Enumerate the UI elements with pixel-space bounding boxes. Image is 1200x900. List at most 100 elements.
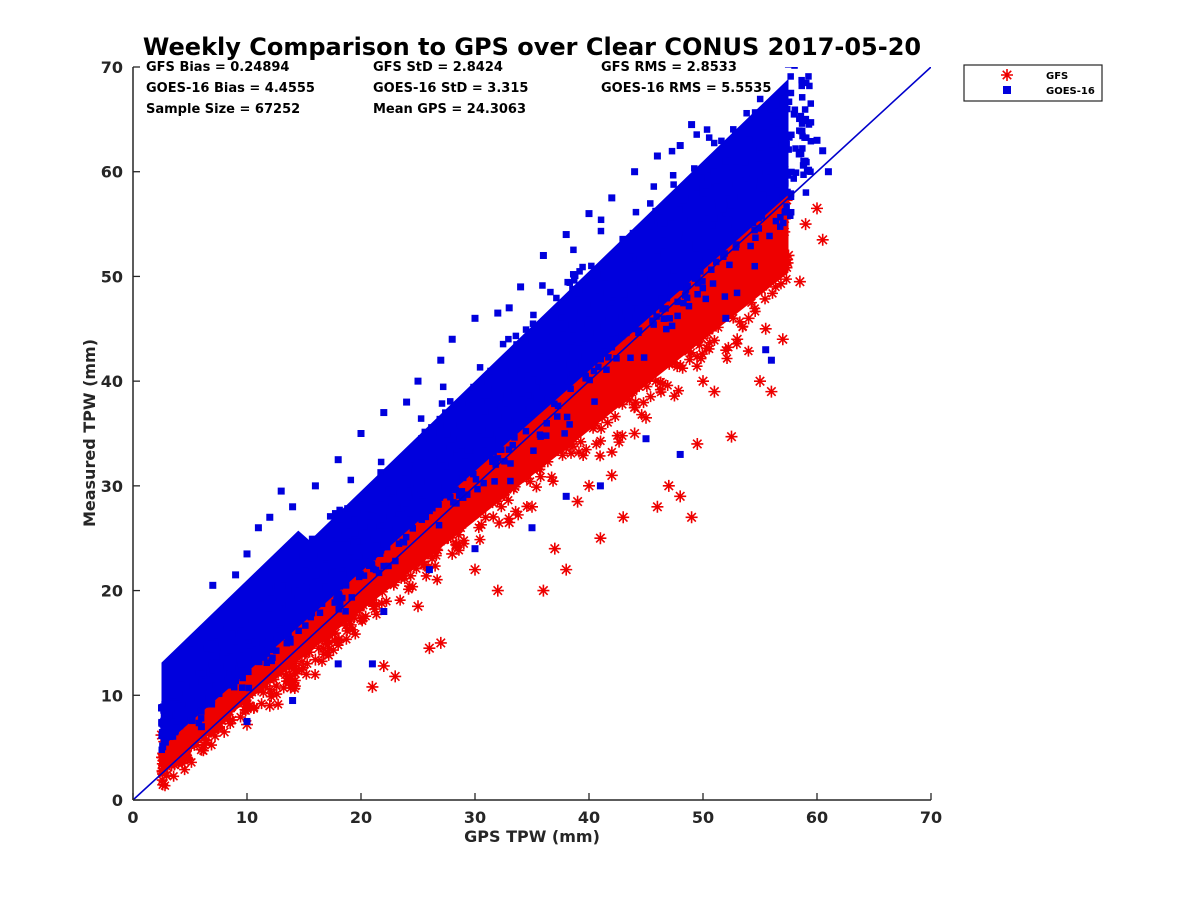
gfs-point: [548, 542, 561, 555]
gfs-point: [431, 524, 443, 536]
goes16-point: [409, 525, 416, 532]
goes16-point: [637, 259, 644, 266]
goes16-point: [653, 253, 661, 260]
gfs-point: [762, 249, 774, 261]
goes16-point: [243, 550, 251, 558]
gfs-point: [330, 627, 342, 639]
goes16-point: [495, 436, 503, 443]
gfs-point: [369, 603, 381, 615]
goes16-point: [200, 652, 208, 660]
gfs-point: [742, 345, 754, 357]
gfs-point: [554, 394, 566, 406]
goes16-point: [732, 215, 739, 222]
goes16-point: [517, 355, 524, 363]
goes16-point: [463, 491, 471, 498]
goes16-point: [181, 711, 188, 719]
gfs-point: [691, 437, 704, 450]
gfs-point: [661, 345, 673, 357]
goes16-point: [252, 631, 259, 639]
x-axis-label: GPS TPW (mm): [464, 827, 600, 846]
gfs-point: [286, 676, 299, 689]
goes16-point: [233, 655, 240, 662]
goes16-point: [605, 354, 612, 361]
goes16-point: [785, 146, 792, 153]
goes16-point: [632, 287, 639, 295]
goes16-point: [290, 607, 298, 615]
goes16-point: [760, 129, 768, 136]
goes16-point: [360, 509, 367, 516]
goes16-point: [676, 206, 683, 214]
gfs-point: [693, 339, 705, 351]
goes16-point: [175, 704, 182, 711]
goes16-point: [285, 581, 292, 588]
goes16-point: [214, 641, 221, 648]
goes16-point: [569, 373, 577, 380]
goes16-point: [693, 184, 700, 191]
y-tick-label: 10: [101, 686, 123, 705]
gfs-point: [589, 385, 601, 397]
goes16-point: [724, 227, 732, 235]
goes16-point: [486, 445, 494, 452]
goes16-point: [342, 541, 350, 548]
goes16-point: [461, 458, 469, 466]
goes16-point: [369, 540, 376, 547]
goes16-point: [585, 309, 593, 317]
goes16-point: [470, 383, 477, 391]
goes16-point: [746, 148, 753, 155]
goes16-point: [569, 350, 577, 358]
goes16-point: [399, 538, 406, 546]
gfs-point: [347, 586, 359, 598]
gfs-point: [272, 698, 284, 710]
goes16-point: [564, 350, 571, 357]
goes16-point: [209, 666, 216, 674]
gfs-point: [524, 476, 536, 487]
goes16-point: [285, 601, 293, 609]
gfs-point: [500, 479, 512, 491]
gfs-point: [389, 576, 401, 588]
goes16-point: [657, 301, 665, 309]
gfs-point: [313, 628, 325, 640]
gfs-point: [652, 324, 664, 336]
goes16-point: [476, 433, 484, 440]
gfs-point: [640, 411, 652, 424]
gfs-point: [284, 670, 296, 682]
goes16-point: [436, 453, 444, 461]
goes16-point: [647, 222, 654, 230]
gfs-point: [399, 565, 411, 577]
goes16-point: [674, 298, 681, 306]
goes16-point: [690, 223, 697, 231]
goes16-point: [798, 82, 805, 90]
gfs-point: [657, 359, 669, 371]
gfs-point: [662, 479, 675, 492]
goes16-point: [308, 535, 316, 543]
gfs-point: [179, 764, 191, 776]
gfs-point: [663, 358, 675, 370]
goes16-point: [333, 555, 341, 563]
goes16-point: [677, 248, 685, 255]
gfs-point: [683, 326, 695, 338]
gfs-point: [272, 651, 284, 663]
gfs-point: [453, 544, 465, 556]
goes16-point: [685, 302, 693, 310]
goes16-point: [687, 217, 695, 224]
y-tick-label: 30: [101, 477, 123, 496]
goes16-point: [214, 680, 222, 688]
goes16-point: [529, 361, 537, 369]
goes16-point: [658, 241, 666, 248]
goes16-point: [251, 638, 259, 646]
gfs-point: [744, 280, 756, 292]
goes16-point: [782, 180, 789, 187]
goes16-point: [343, 556, 351, 563]
goes16-point: [668, 281, 676, 288]
goes16-point: [242, 643, 249, 651]
gfs-point: [442, 527, 454, 539]
goes16-point: [755, 225, 763, 232]
gfs-point: [411, 550, 423, 562]
gfs-point: [660, 352, 672, 364]
goes16-point: [650, 183, 658, 190]
goes16-point: [721, 293, 729, 300]
goes16-point: [334, 660, 342, 668]
goes16-point: [436, 494, 444, 501]
goes16-point: [542, 370, 549, 378]
goes16-point: [481, 431, 489, 438]
